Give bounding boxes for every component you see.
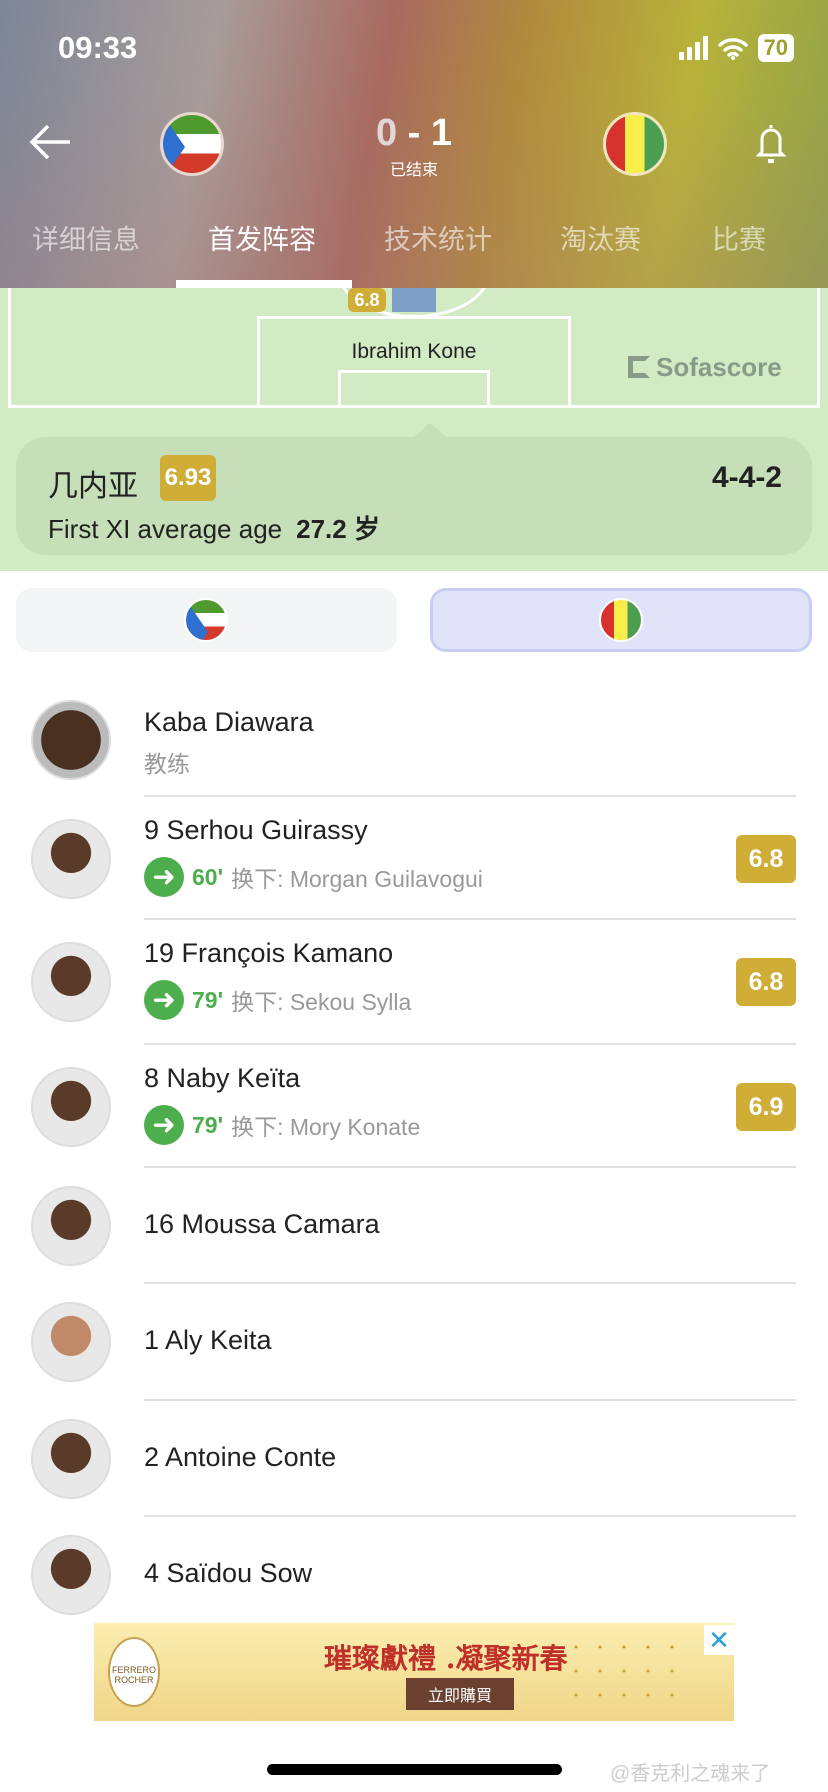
home-indicator[interactable] bbox=[267, 1764, 562, 1775]
battery-icon: 70 bbox=[757, 34, 794, 62]
divider bbox=[144, 1043, 796, 1045]
player-name-label[interactable]: Ibrahim Kone bbox=[351, 340, 477, 363]
player-jersey[interactable] bbox=[392, 288, 436, 312]
active-tab-indicator bbox=[176, 280, 352, 288]
tab-matches[interactable]: 比赛 bbox=[712, 225, 766, 255]
back-arrow-icon[interactable] bbox=[28, 122, 72, 173]
player-name: 4 Saïdou Sow bbox=[144, 1558, 313, 1588]
player-avatar bbox=[31, 1419, 111, 1499]
player-avatar bbox=[31, 1186, 111, 1266]
goal-area bbox=[338, 370, 490, 408]
sub-text: 换下: Morgan Guilavogui bbox=[231, 866, 483, 892]
player-avatar bbox=[31, 1535, 111, 1615]
signal-icon bbox=[678, 36, 708, 60]
coach-name: Kaba Diawara bbox=[144, 707, 314, 737]
formation: 4-4-2 bbox=[711, 461, 782, 494]
player-name: 2 Antoine Conte bbox=[144, 1442, 337, 1472]
sub-arrow-icon: ➜ bbox=[144, 1105, 184, 1145]
sub-minute: 60' bbox=[192, 863, 224, 890]
ad-banner[interactable]: FERRERO ROCHER 璀璨獻禮 .凝聚新春 立即購買 ✕ bbox=[94, 1623, 734, 1721]
coach-avatar bbox=[31, 700, 111, 780]
player-rating: 6.8 bbox=[736, 835, 796, 883]
tab-statistics[interactable]: 技术统计 bbox=[384, 225, 492, 255]
player-rating: 6.9 bbox=[736, 1083, 796, 1131]
ad-headline: 璀璨獻禮 .凝聚新春 bbox=[324, 1642, 568, 1675]
sub-text: 换下: Mory Konate bbox=[231, 1114, 421, 1140]
divider bbox=[144, 918, 796, 920]
tab-details[interactable]: 详细信息 bbox=[32, 225, 140, 255]
card-pointer bbox=[414, 423, 446, 437]
match-status: 已结束 bbox=[389, 162, 438, 179]
score: 0 - 1 bbox=[0, 112, 828, 155]
player-name: 19 François Kamano bbox=[144, 938, 394, 968]
divider bbox=[144, 1515, 796, 1517]
pitch-boundary bbox=[8, 278, 820, 408]
player-name: 16 Moussa Camara bbox=[144, 1209, 380, 1239]
player-avatar bbox=[31, 942, 111, 1022]
sub-minute: 79' bbox=[192, 1111, 224, 1138]
score-separator: - bbox=[407, 112, 421, 154]
player-rating: 6.8 bbox=[736, 958, 796, 1006]
bell-icon[interactable] bbox=[755, 122, 787, 169]
divider bbox=[144, 1166, 796, 1168]
player-rating-badge: 6.8 bbox=[348, 288, 386, 312]
player-name: 1 Aly Keita bbox=[144, 1325, 272, 1355]
team-rating-badge: 6.93 bbox=[160, 455, 216, 501]
pitch: 6.8 Ibrahim Kone Sofascore 几内亚 6.93 4-4-… bbox=[0, 278, 828, 571]
coach-role: 教练 bbox=[144, 751, 190, 777]
away-score: 1 bbox=[430, 112, 453, 154]
tab-lineups[interactable]: 首发阵容 bbox=[208, 225, 316, 255]
status-time: 09:33 bbox=[58, 30, 138, 65]
weibo-watermark: @香克利之魂来了 bbox=[610, 1763, 771, 1785]
sofascore-logo-icon bbox=[628, 356, 650, 378]
sub-text: 换下: Sekou Sylla bbox=[231, 989, 412, 1015]
player-avatar bbox=[31, 1067, 111, 1147]
player-name: 9 Serhou Guirassy bbox=[144, 815, 368, 845]
age-value: 27.2 岁 bbox=[296, 514, 380, 544]
away-team-flag[interactable] bbox=[603, 112, 667, 176]
sub-minute: 79' bbox=[192, 986, 224, 1013]
team-summary-card: 几内亚 6.93 4-4-2 First XI average age 27.2 … bbox=[16, 423, 812, 555]
ferrero-logo: FERRERO ROCHER bbox=[108, 1637, 160, 1707]
substitution-info: ➜ 79' 换下: Mory Konate bbox=[144, 1105, 420, 1145]
substitution-info: ➜ 79' 换下: Sekou Sylla bbox=[144, 980, 411, 1020]
player-avatar bbox=[31, 819, 111, 899]
chocolate-image bbox=[564, 1635, 684, 1715]
divider bbox=[144, 1282, 796, 1284]
match-header: 09:33 70 0 - 1 已结束 详细信息 首发阵容 技术统计 淘汰赛 比赛 bbox=[0, 0, 828, 288]
sofascore-watermark: Sofascore bbox=[628, 352, 782, 383]
player-name: 8 Naby Keïta bbox=[144, 1063, 301, 1093]
tab-knockout[interactable]: 淘汰赛 bbox=[560, 225, 641, 255]
home-team-toggle[interactable] bbox=[16, 588, 397, 652]
average-age: First XI average age 27.2 岁 bbox=[48, 509, 380, 546]
home-team-flag-small bbox=[184, 598, 228, 642]
player-avatar bbox=[31, 1302, 111, 1382]
wifi-icon bbox=[717, 38, 748, 60]
sub-arrow-icon: ➜ bbox=[144, 857, 184, 897]
away-team-toggle[interactable] bbox=[430, 588, 812, 652]
home-score: 0 bbox=[375, 112, 398, 154]
ad-buy-button[interactable]: 立即購買 bbox=[406, 1678, 515, 1710]
status-icons: 70 bbox=[678, 34, 794, 62]
ad-close-icon[interactable]: ✕ bbox=[704, 1625, 734, 1655]
team-name: 几内亚 bbox=[48, 470, 138, 503]
divider bbox=[144, 1399, 796, 1401]
divider bbox=[144, 795, 796, 797]
home-team-flag[interactable] bbox=[160, 112, 224, 176]
sub-arrow-icon: ➜ bbox=[144, 980, 184, 1020]
age-label: First XI average age bbox=[48, 514, 283, 544]
away-team-flag-small bbox=[599, 598, 643, 642]
substitution-info: ➜ 60' 换下: Morgan Guilavogui bbox=[144, 857, 483, 897]
sofascore-text: Sofascore bbox=[656, 352, 782, 382]
